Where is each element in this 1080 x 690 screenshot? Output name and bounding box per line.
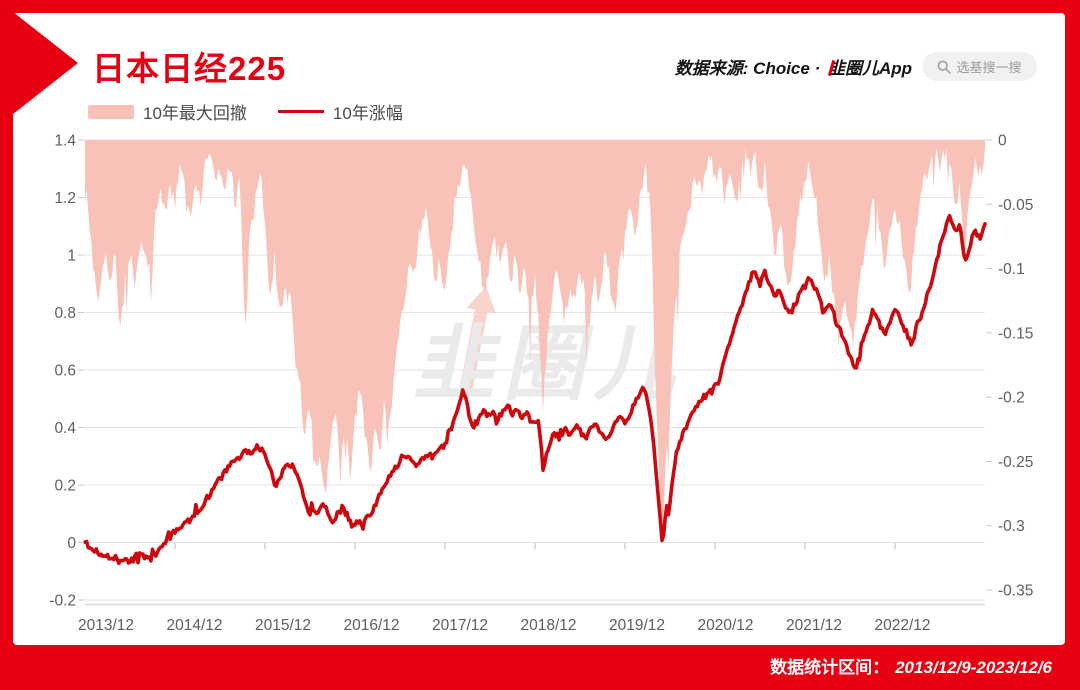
search-icon	[938, 60, 952, 74]
legend-label-drawdown[interactable]: 10年最大回撤	[143, 104, 247, 123]
data-source-prefix: 数据来源: Choice ·	[674, 59, 825, 78]
chart-legend: 10年最大回撤 10年涨幅	[88, 99, 403, 124]
search-pill-label: 选基搜一搜	[956, 60, 1022, 75]
stats-range-value: 2013/12/9-2023/12/6	[895, 658, 1052, 677]
fund-search-pill[interactable]: 选基搜一搜	[922, 52, 1037, 81]
stats-range-label: 数据统计区间：	[770, 658, 890, 677]
legend-label-return[interactable]: 10年涨幅	[332, 104, 403, 123]
legend-area-swatch[interactable]	[88, 104, 134, 119]
jiuquaner-logo: 韭圈儿	[825, 59, 879, 78]
page-title: 日本日经225	[92, 50, 287, 87]
data-source-suffix: App	[878, 59, 912, 78]
data-source-text: 数据来源: Choice · 韭圈儿App	[675, 54, 912, 79]
legend-line-swatch[interactable]	[277, 109, 324, 114]
stats-range-note: 数据统计区间： 2013/12/9-2023/12/6	[770, 653, 1052, 678]
